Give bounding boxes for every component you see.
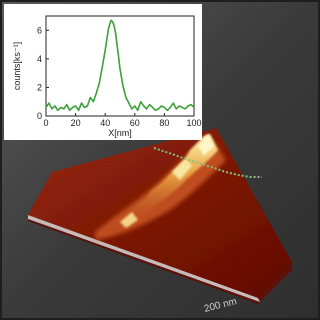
y-tick-label: 0: [37, 111, 42, 121]
plot-frame: [45, 15, 195, 117]
ridge-crest: [98, 134, 218, 236]
profile-line: [153, 147, 262, 178]
x-tick-label: 100: [186, 118, 201, 128]
ridge-peak-2: [198, 134, 214, 156]
y-tick-label: 6: [37, 25, 42, 35]
x-ticks: 0 20 40 60 80 100: [43, 113, 202, 128]
y-axis-label: counts[ks⁻¹]: [12, 42, 22, 90]
y-tick-label: 2: [37, 82, 42, 92]
ridge-peak-1: [172, 158, 192, 180]
y-tick-label: 4: [37, 54, 42, 64]
surface-edge-highlight: [28, 215, 260, 302]
ridge-peak-3: [120, 212, 138, 228]
x-tick-label: 20: [71, 118, 81, 128]
x-tick-label: 80: [159, 118, 169, 128]
series-line: [45, 19, 195, 112]
inset-chart: 0 2 4 6 0 20 40 60 80 100 counts[ks⁻¹] X[nm]: [4, 4, 202, 140]
chart-panel: [4, 4, 202, 140]
surface-side: [28, 215, 292, 304]
series: [45, 19, 195, 112]
x-tick-label: 0: [43, 118, 48, 128]
x-tick-label: 40: [100, 118, 110, 128]
x-axis-label: X[nm]: [108, 128, 132, 138]
x-tick-label: 60: [130, 118, 140, 128]
